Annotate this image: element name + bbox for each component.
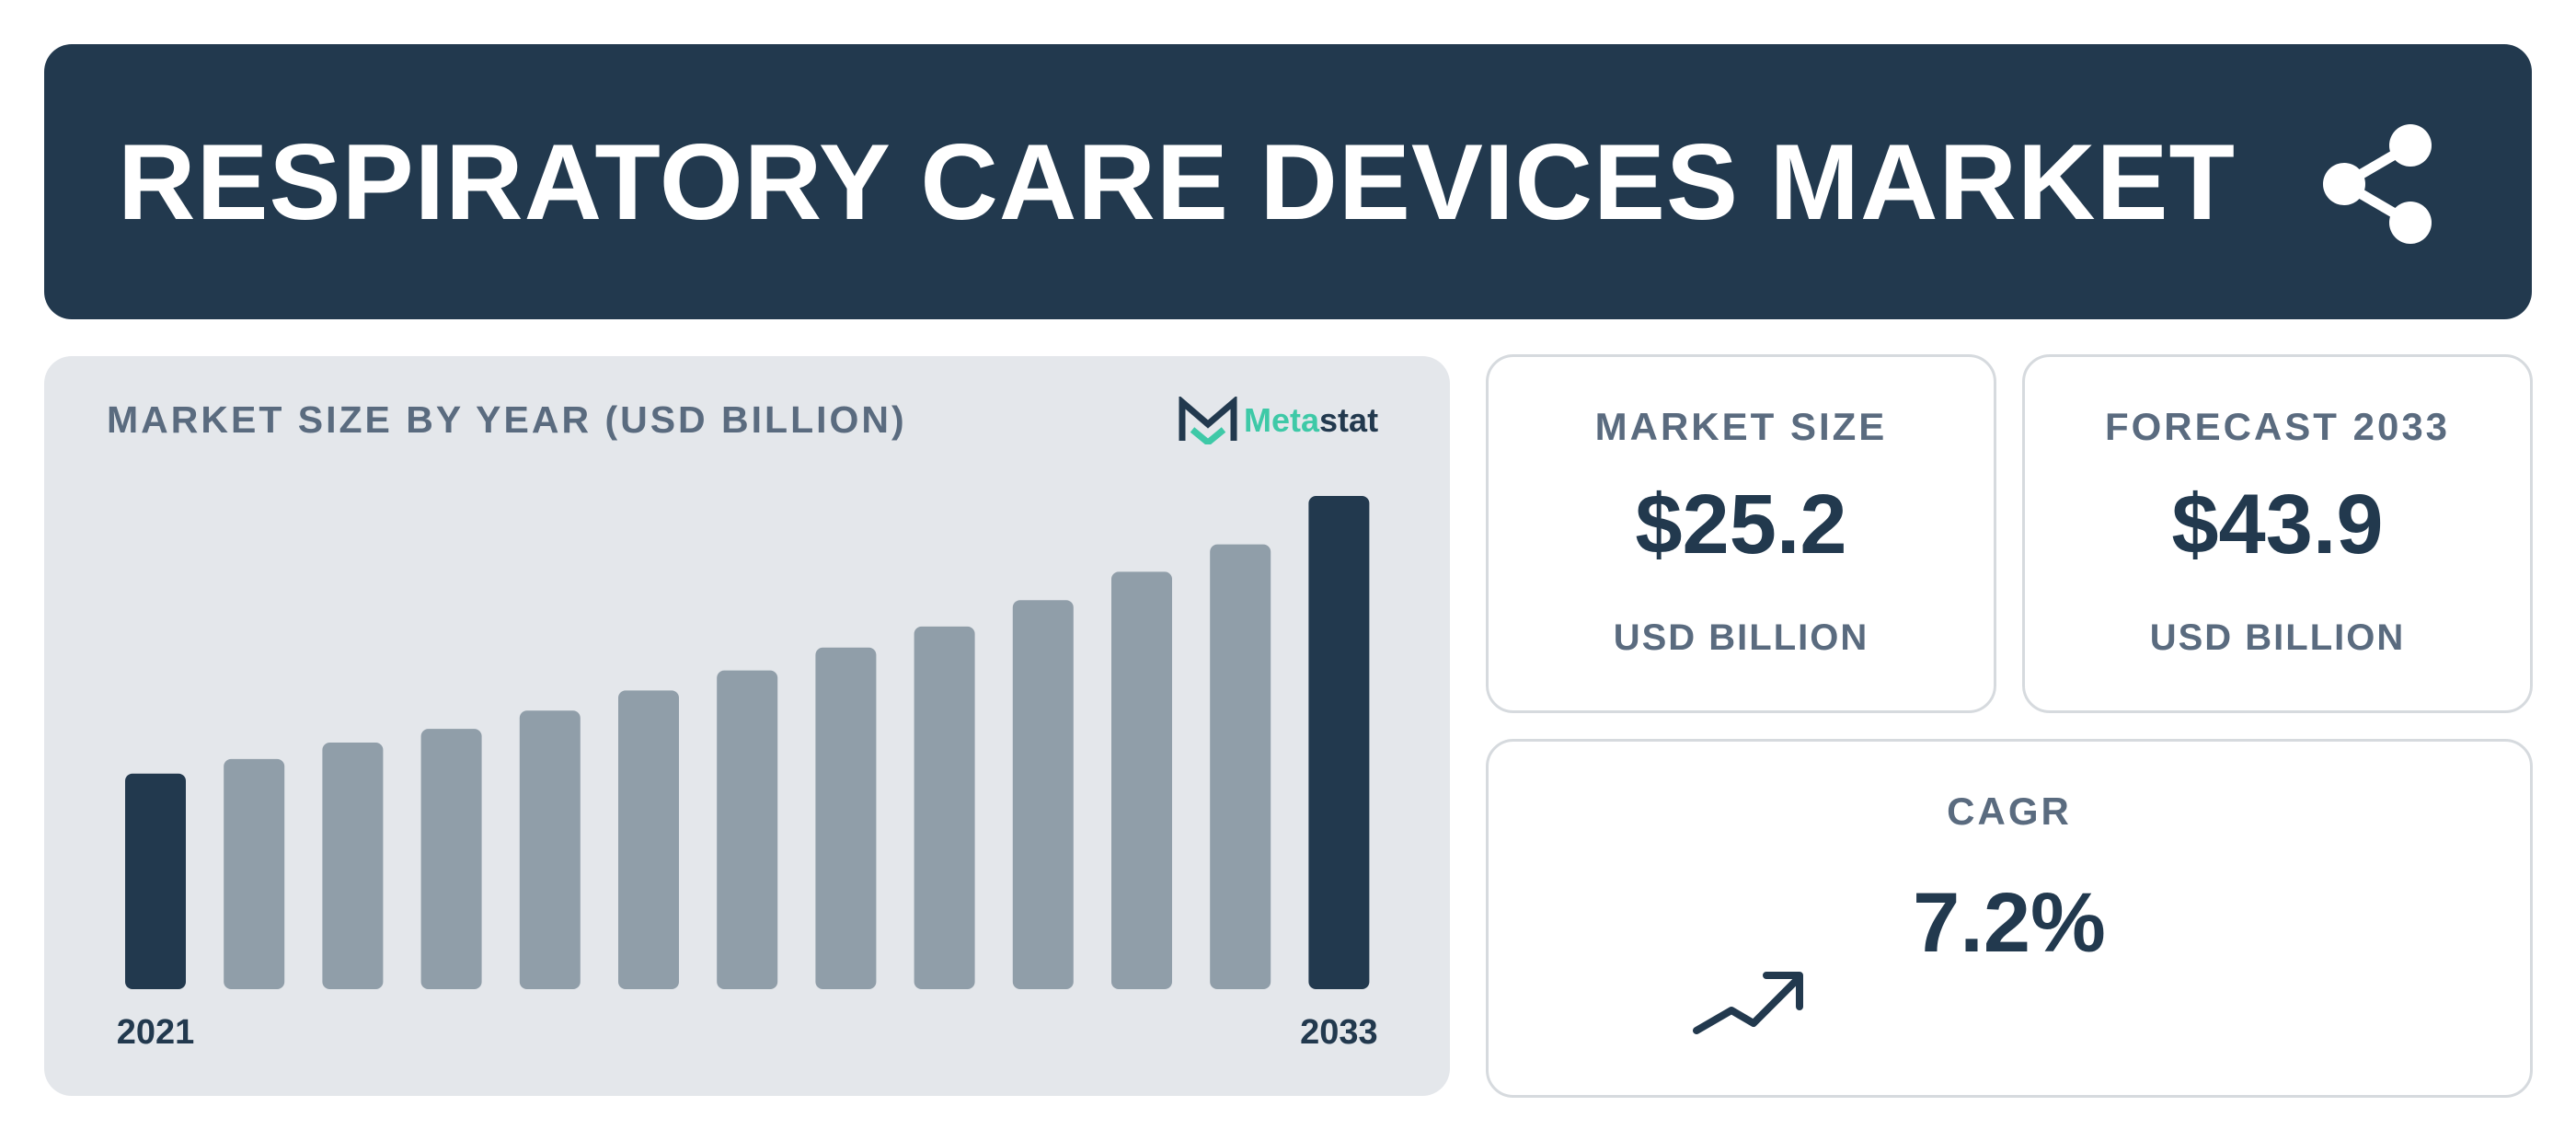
bar-2025 [519, 710, 581, 989]
page-title: RESPIRATORY CARE DEVICES MARKET [118, 121, 2236, 242]
bar-2021 [125, 773, 186, 989]
share-icon[interactable] [2315, 120, 2444, 248]
x-tick-label-2021: 2021 [117, 1013, 195, 1052]
cagr-card: CAGR 7.2% [1486, 739, 2533, 1098]
bar-2022 [224, 758, 285, 989]
market-size-unit: USD BILLION [1613, 617, 1869, 658]
brand-name-part2: stat [1319, 401, 1379, 439]
bar-2031 [1111, 571, 1172, 989]
brand-name-part1: Meta [1244, 401, 1320, 439]
bar-2030 [1012, 600, 1074, 989]
metastat-logo-icon [1179, 397, 1237, 444]
bar-2028 [815, 647, 877, 989]
brand-logo: Metastat [1178, 393, 1378, 448]
header-banner: RESPIRATORY CARE DEVICES MARKET [44, 44, 2532, 319]
chart-panel: 2021 2033 MARKET SIZE BY YEAR (USD BILLIO… [44, 356, 1450, 1096]
bar-2027 [717, 670, 778, 989]
bar-chart: 2021 2033 [117, 496, 1378, 1052]
market-size-card: MARKET SIZE $25.2 USD BILLION [1486, 354, 1996, 713]
x-tick-label-2033: 2033 [1300, 1013, 1378, 1052]
bar-2026 [618, 690, 679, 989]
bar-2033 [1308, 496, 1370, 989]
chart-title: MARKET SIZE BY YEAR (USD BILLION) [107, 398, 907, 441]
brand-name: Metastat [1244, 401, 1378, 440]
cagr-label: CAGR [1947, 789, 2072, 833]
forecast-label: FORECAST 2033 [2104, 405, 2451, 448]
market-size-label: MARKET SIZE [1594, 405, 1888, 448]
cagr-value: 7.2% [1913, 876, 2106, 970]
bar-2024 [420, 729, 482, 989]
market-size-value: $25.2 [1635, 478, 1847, 571]
bar-2029 [914, 626, 975, 989]
forecast-card: FORECAST 2033 $43.9 USD BILLION [2022, 354, 2533, 713]
trend-up-icon [1693, 972, 1803, 1034]
bar-2023 [322, 743, 384, 989]
bar-2032 [1210, 544, 1271, 989]
forecast-value: $43.9 [2171, 478, 2384, 571]
forecast-unit: USD BILLION [2149, 617, 2406, 658]
